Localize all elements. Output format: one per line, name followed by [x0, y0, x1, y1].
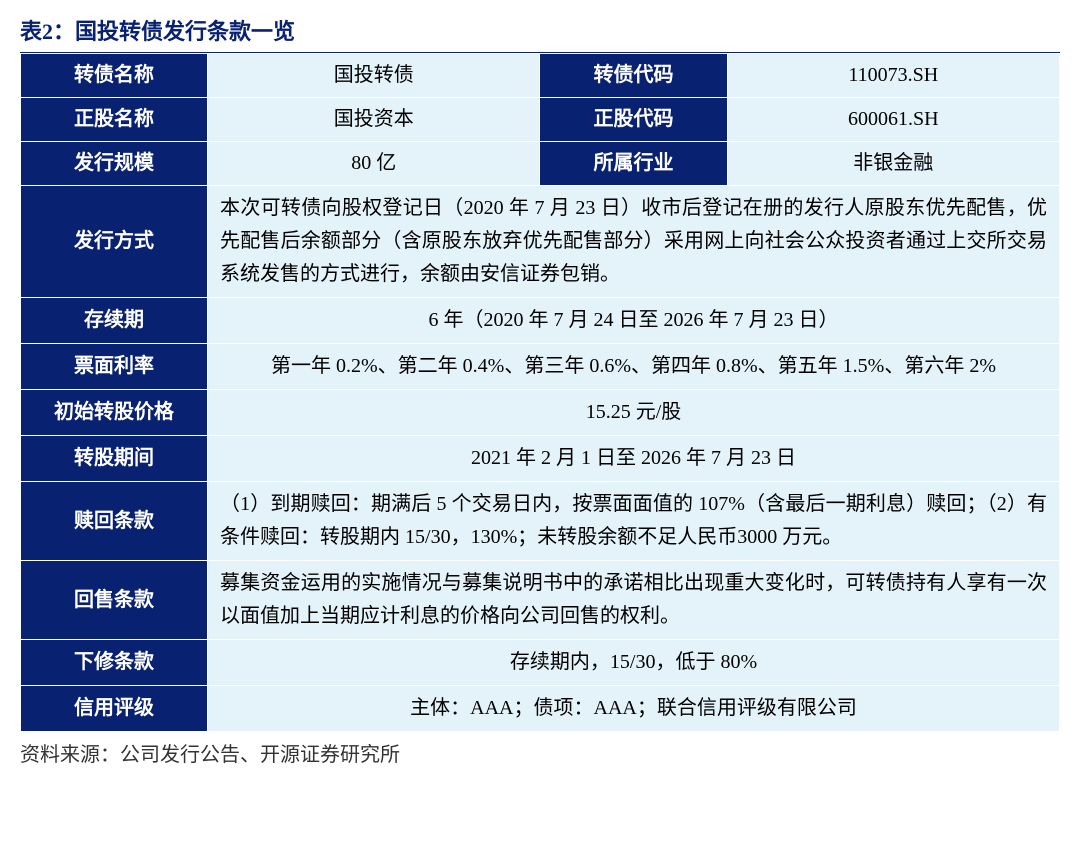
- row-val: 2021 年 2 月 1 日至 2026 年 7 月 23 日: [208, 436, 1060, 482]
- row-val: 第一年 0.2%、第二年 0.4%、第三年 0.6%、第四年 0.8%、第五年 …: [208, 344, 1060, 390]
- row-val: 国投资本: [208, 98, 540, 142]
- row-val: 主体：AAA；债项：AAA；联合信用评级有限公司: [208, 686, 1060, 732]
- row-key: 下修条款: [21, 640, 208, 686]
- table-row: 存续期6 年（2020 年 7 月 24 日至 2026 年 7 月 23 日）: [21, 298, 1060, 344]
- table-row: 初始转股价格15.25 元/股: [21, 390, 1060, 436]
- row-val: 15.25 元/股: [208, 390, 1060, 436]
- table-row: 信用评级主体：AAA；债项：AAA；联合信用评级有限公司: [21, 686, 1060, 732]
- table-row: 下修条款存续期内，15/30，低于 80%: [21, 640, 1060, 686]
- data-source: 资料来源：公司发行公告、开源证券研究所: [20, 732, 1060, 767]
- row-key: 初始转股价格: [21, 390, 208, 436]
- row-key: 发行方式: [21, 186, 208, 298]
- row-val: （1）到期赎回：期满后 5 个交易日内，按票面面值的 107%（含最后一期利息）…: [208, 482, 1060, 561]
- row-val: 600061.SH: [727, 98, 1060, 142]
- table-row: 票面利率第一年 0.2%、第二年 0.4%、第三年 0.6%、第四年 0.8%、…: [21, 344, 1060, 390]
- table-row: 赎回条款（1）到期赎回：期满后 5 个交易日内，按票面面值的 107%（含最后一…: [21, 482, 1060, 561]
- bond-terms-table: 转债名称国投转债转债代码110073.SH正股名称国投资本正股代码600061.…: [20, 53, 1060, 732]
- row-key: 所属行业: [540, 142, 727, 186]
- table-row: 转股期间2021 年 2 月 1 日至 2026 年 7 月 23 日: [21, 436, 1060, 482]
- row-val: 非银金融: [727, 142, 1060, 186]
- row-key: 存续期: [21, 298, 208, 344]
- table-row: 发行规模80 亿所属行业非银金融: [21, 142, 1060, 186]
- row-val: 80 亿: [208, 142, 540, 186]
- row-key: 转债名称: [21, 54, 208, 98]
- table-row: 正股名称国投资本正股代码600061.SH: [21, 98, 1060, 142]
- table-row: 回售条款募集资金运用的实施情况与募集说明书中的承诺相比出现重大变化时，可转债持有…: [21, 561, 1060, 640]
- row-val: 6 年（2020 年 7 月 24 日至 2026 年 7 月 23 日）: [208, 298, 1060, 344]
- row-key: 票面利率: [21, 344, 208, 390]
- row-val: 募集资金运用的实施情况与募集说明书中的承诺相比出现重大变化时，可转债持有人享有一…: [208, 561, 1060, 640]
- row-val: 国投转债: [208, 54, 540, 98]
- table-title: 表2：国投转债发行条款一览: [20, 10, 1060, 53]
- row-val: 本次可转债向股权登记日（2020 年 7 月 23 日）收市后登记在册的发行人原…: [208, 186, 1060, 298]
- row-key: 回售条款: [21, 561, 208, 640]
- row-val: 110073.SH: [727, 54, 1060, 98]
- table-row: 发行方式本次可转债向股权登记日（2020 年 7 月 23 日）收市后登记在册的…: [21, 186, 1060, 298]
- row-key: 正股名称: [21, 98, 208, 142]
- row-key: 正股代码: [540, 98, 727, 142]
- row-key: 转债代码: [540, 54, 727, 98]
- row-key: 信用评级: [21, 686, 208, 732]
- row-key: 转股期间: [21, 436, 208, 482]
- row-key: 发行规模: [21, 142, 208, 186]
- table-row: 转债名称国投转债转债代码110073.SH: [21, 54, 1060, 98]
- row-key: 赎回条款: [21, 482, 208, 561]
- row-val: 存续期内，15/30，低于 80%: [208, 640, 1060, 686]
